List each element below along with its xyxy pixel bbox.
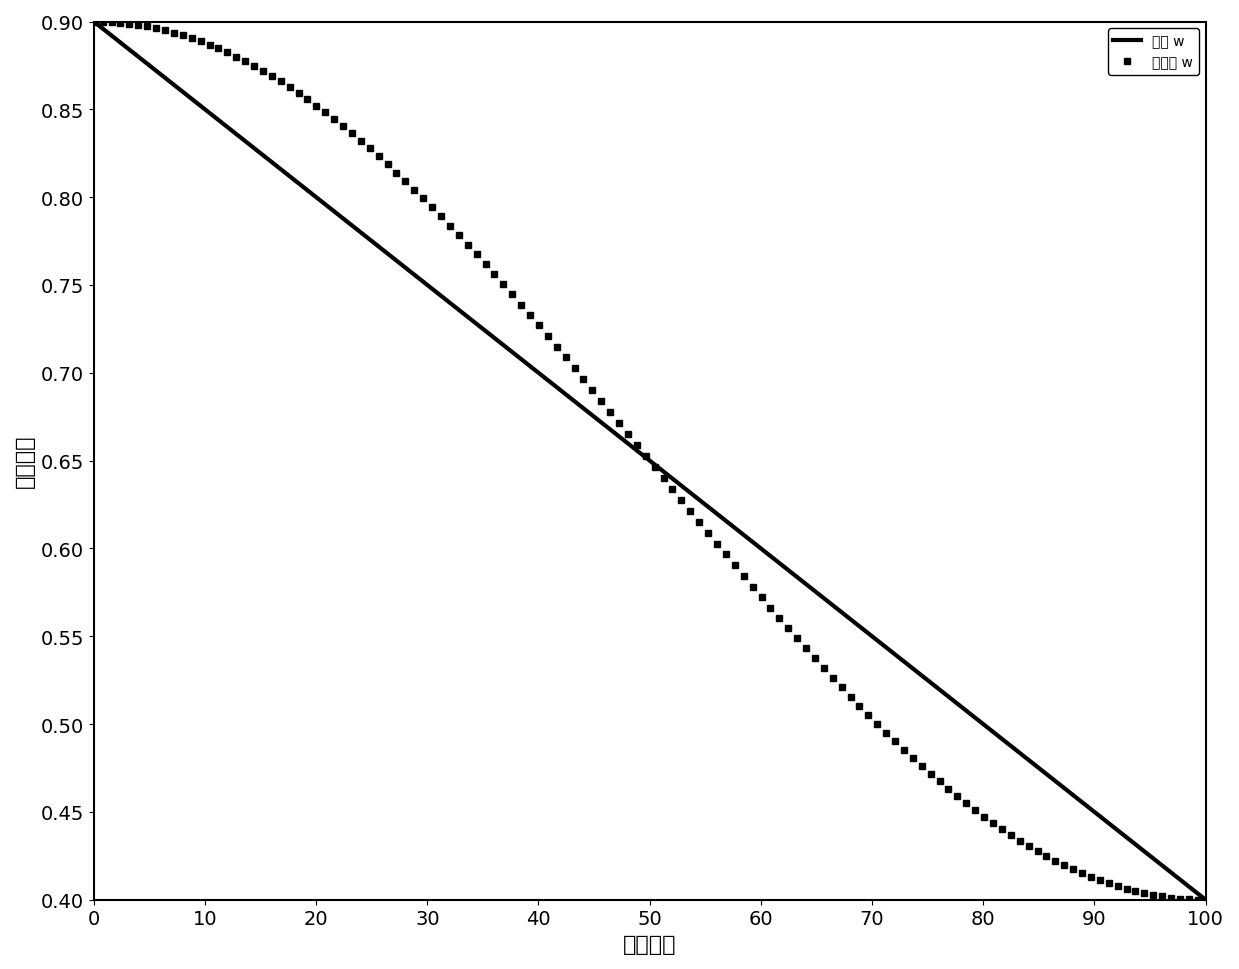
非线性 w bbox=[974, 808, 989, 820]
非线性 w bbox=[1198, 894, 1213, 906]
X-axis label: 迭代次数: 迭代次数 bbox=[623, 934, 676, 954]
非线性 w bbox=[953, 793, 968, 804]
线性 w bbox=[974, 717, 989, 729]
非线性 w bbox=[87, 16, 102, 28]
Legend: 线性 w, 非线性 w: 线性 w, 非线性 w bbox=[1108, 29, 1198, 76]
Y-axis label: 惯性权重: 惯性权重 bbox=[15, 434, 35, 487]
非线性 w bbox=[576, 374, 591, 386]
线性 w bbox=[850, 619, 865, 631]
Line: 线性 w: 线性 w bbox=[94, 22, 1206, 900]
线性 w bbox=[576, 403, 591, 415]
非线性 w bbox=[199, 39, 214, 50]
Line: 非线性 w: 非线性 w bbox=[90, 19, 1209, 903]
线性 w bbox=[87, 16, 102, 28]
线性 w bbox=[953, 701, 968, 712]
非线性 w bbox=[850, 698, 865, 709]
线性 w bbox=[1198, 894, 1213, 906]
线性 w bbox=[536, 371, 551, 383]
线性 w bbox=[199, 107, 214, 118]
非线性 w bbox=[536, 326, 551, 337]
